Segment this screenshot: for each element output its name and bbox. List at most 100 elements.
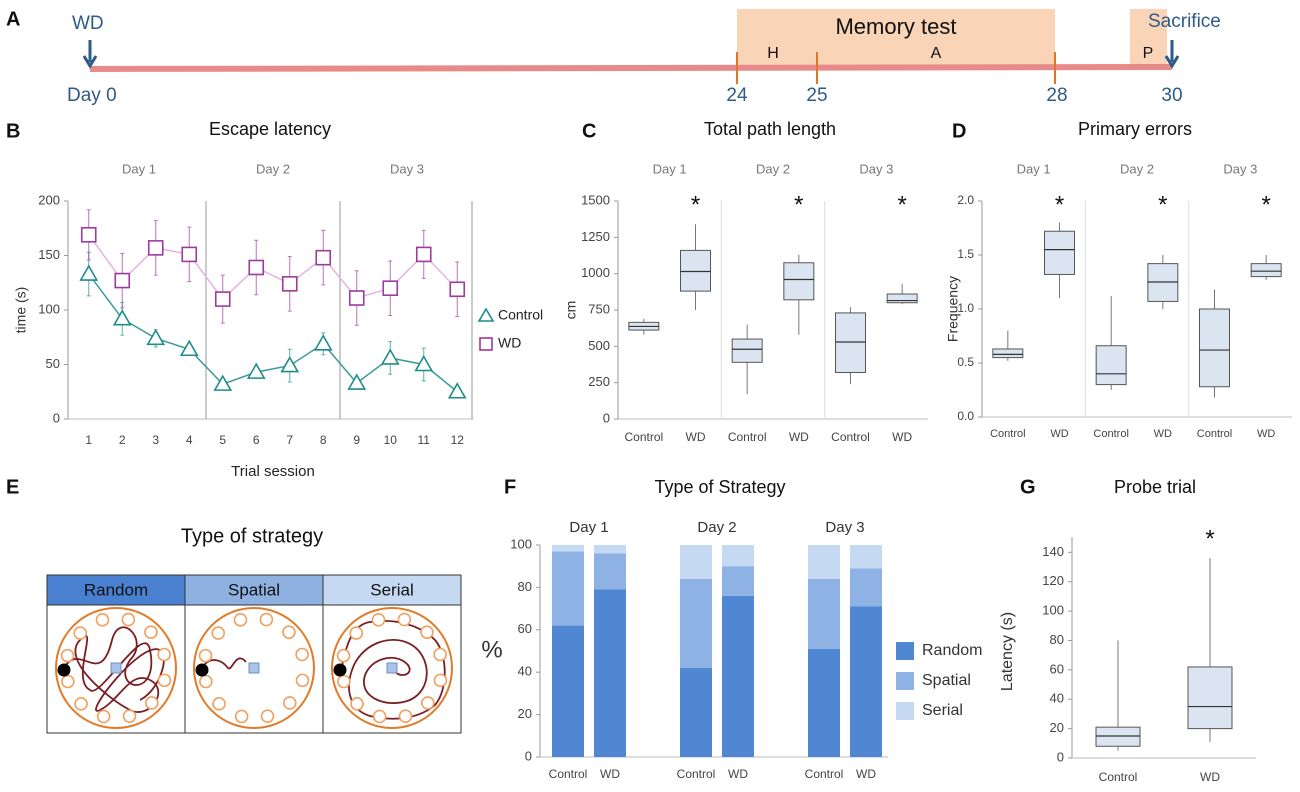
group-label: Day 1	[569, 519, 608, 536]
bar-segment	[808, 545, 840, 579]
chart-title: Probe trial	[1114, 477, 1196, 497]
bar-segment	[552, 625, 584, 757]
x-tick-label: WD	[892, 430, 912, 444]
hole	[372, 709, 387, 724]
x-tick-label: Control	[624, 430, 663, 444]
x-tick-label: Control	[677, 767, 716, 781]
bar-segment	[722, 545, 754, 567]
x-tick-label: 11	[418, 433, 431, 447]
y-tick-label: 0	[53, 410, 60, 425]
start-point	[57, 663, 71, 677]
box	[731, 338, 763, 363]
box	[680, 249, 711, 292]
hole	[122, 709, 137, 723]
significance-mark: *	[897, 191, 906, 218]
marker	[382, 280, 399, 297]
bar-segment	[808, 648, 840, 757]
group-label: Day 2	[256, 161, 290, 176]
legend-marker	[477, 307, 495, 322]
marker	[348, 290, 365, 306]
marker	[246, 362, 266, 379]
bar-segment	[850, 568, 882, 607]
marker	[281, 276, 298, 292]
y-tick-label: 1.5	[957, 247, 974, 261]
hole	[295, 647, 309, 662]
hole	[282, 625, 296, 640]
chart-title: Total path length	[704, 119, 836, 139]
timeline-bar	[89, 64, 1173, 72]
hole	[349, 626, 364, 640]
platform	[386, 662, 398, 674]
hole	[433, 673, 448, 688]
box	[1250, 263, 1282, 278]
y-tick-label: 0	[1057, 749, 1064, 764]
start-point	[195, 663, 209, 677]
marker	[415, 246, 432, 263]
marker	[347, 373, 367, 390]
marker	[214, 291, 231, 307]
significance-mark: *	[794, 191, 803, 218]
bar-segment	[552, 545, 584, 552]
hole	[199, 674, 213, 689]
memory-test-label: Memory test	[835, 14, 956, 39]
y-tick-label: 140	[1042, 544, 1064, 559]
marker	[79, 264, 99, 281]
phase-label: H	[767, 45, 779, 62]
group-label: Day 1	[122, 161, 156, 176]
day-label: 28	[1046, 85, 1067, 106]
phase-label: P	[1143, 45, 1154, 62]
hole	[96, 709, 111, 724]
strategy-label: Serial	[370, 580, 413, 599]
hole	[420, 625, 434, 640]
significance-mark: *	[1055, 191, 1064, 218]
pool	[331, 607, 453, 729]
y-tick-label: 50	[46, 356, 60, 371]
hole	[259, 612, 274, 627]
series-line	[88, 234, 458, 301]
y-tick-label: 80	[1050, 632, 1064, 647]
y-tick-label: 2.0	[957, 193, 974, 207]
x-tick-label: 7	[286, 433, 293, 447]
marker	[449, 281, 466, 298]
marker	[313, 334, 333, 351]
x-tick-label: WD	[1050, 428, 1068, 440]
legend-swatch	[896, 672, 914, 690]
y-axis-label: Latency (s)	[999, 612, 1016, 691]
panel-letter: C	[582, 120, 596, 142]
strategy-diagram: Type of strategy Random Spatial Serial	[46, 525, 462, 734]
hole	[198, 648, 213, 663]
group-label: Day 1	[653, 161, 687, 176]
x-tick-label: Control	[831, 430, 870, 444]
day-label: 24	[726, 85, 748, 106]
y-axis-label: Frequency	[945, 276, 961, 342]
x-tick-label: Control	[549, 767, 588, 781]
marker	[380, 348, 400, 365]
hole	[60, 648, 75, 663]
bar-segment	[722, 566, 754, 596]
group-label: Day 2	[756, 161, 790, 176]
box	[886, 293, 918, 304]
legend-label: WD	[498, 335, 521, 351]
x-tick-label: 12	[451, 433, 465, 447]
y-tick-label: 120	[1042, 573, 1064, 588]
x-tick-label: WD	[789, 430, 809, 444]
box	[783, 262, 815, 301]
legend-label: Control	[498, 307, 543, 323]
hole	[144, 696, 159, 710]
marker	[146, 328, 166, 346]
chart-title: Primary errors	[1078, 119, 1192, 139]
bar-segment	[552, 551, 584, 626]
box	[1187, 666, 1233, 730]
significance-mark: *	[1205, 525, 1214, 552]
hole	[95, 613, 110, 627]
hole	[433, 647, 447, 662]
y-tick-label: 0.0	[957, 409, 974, 423]
pool	[55, 607, 177, 729]
y-tick-label: 200	[38, 192, 60, 207]
box	[835, 312, 866, 373]
box	[1095, 726, 1141, 747]
x-tick-label: WD	[600, 767, 620, 781]
x-axis-label: Trial session	[231, 463, 315, 480]
y-tick-label: 80	[518, 579, 532, 594]
marker	[414, 354, 434, 372]
